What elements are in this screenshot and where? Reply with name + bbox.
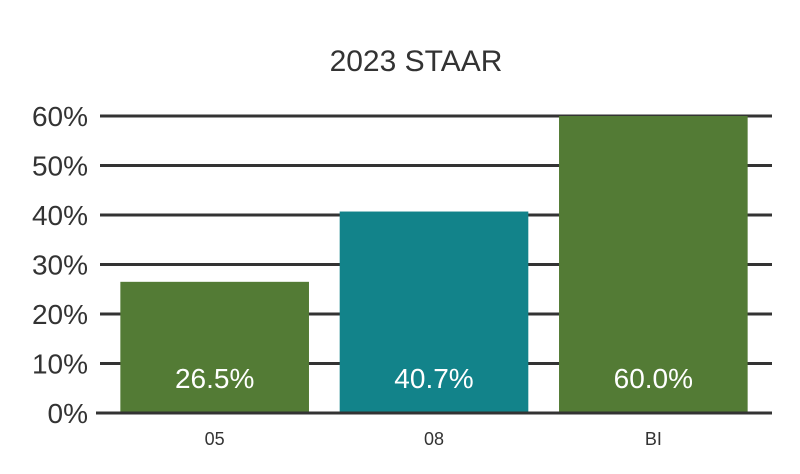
y-tick-label: 50%: [32, 151, 88, 182]
y-tick-label: 10%: [32, 349, 88, 380]
data-labels: 26.5% 40.7% 60.0%: [175, 363, 693, 394]
y-axis-ticks: 0% 10% 20% 30% 40% 50% 60%: [32, 101, 88, 429]
x-tick-label: 08: [424, 429, 444, 449]
y-tick-label: 60%: [32, 101, 88, 132]
x-axis-ticks: 05 08 BI: [96, 411, 772, 449]
bars: [120, 116, 748, 412]
data-label: 60.0%: [614, 363, 693, 394]
bar-05: [120, 281, 309, 412]
chart-title: 2023 STAAR: [330, 45, 503, 78]
y-tick-label: 0%: [48, 398, 88, 429]
y-tick-label: 20%: [32, 299, 88, 330]
data-label: 40.7%: [394, 363, 473, 394]
bar-08: [339, 211, 529, 412]
y-tick-label: 30%: [32, 250, 88, 281]
data-label: 26.5%: [175, 363, 254, 394]
x-tick-label: 05: [205, 429, 225, 449]
y-tick-label: 40%: [32, 200, 88, 231]
x-tick-label: BI: [645, 429, 662, 449]
bar-BI: [559, 116, 748, 412]
